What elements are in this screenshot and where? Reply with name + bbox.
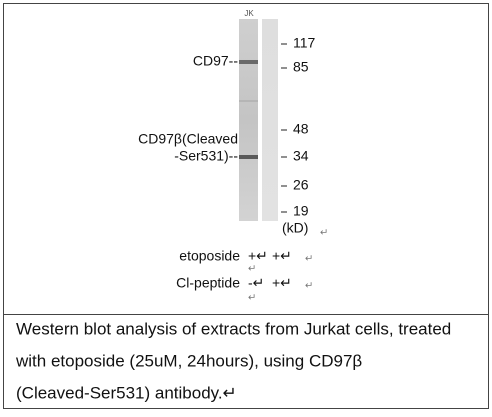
band (239, 100, 258, 102)
band (239, 60, 258, 64)
band-label: -Ser531)-- (174, 148, 238, 164)
band-label: CD97β(Cleaved (138, 131, 238, 147)
lane (239, 19, 258, 221)
marker-list: 117 85 48 34 26 19 (281, 35, 316, 219)
marker-label: 85 (293, 59, 309, 75)
caption-line: with etoposide (25uM, 24hours), using CD… (15, 351, 362, 370)
marker-label: 48 (293, 121, 309, 137)
treatment-label: Cl-peptide (176, 275, 240, 291)
lane (262, 19, 278, 221)
treatment-cell: -↵ (248, 275, 264, 291)
treatment-cell: +↵ (272, 248, 292, 264)
return-mark: ↵ (248, 293, 256, 304)
treatment-cell: +↵ (272, 275, 292, 291)
return-mark: ↵ (320, 228, 328, 239)
caption-line: (Cleaved-Ser531) antibody.↵ (16, 383, 237, 402)
band-label: CD97-- (193, 53, 238, 69)
return-mark: ↵ (305, 281, 313, 292)
frame (3, 3, 489, 409)
lane-label: JK (244, 9, 254, 18)
return-mark: ↵ (248, 264, 256, 275)
marker-label: 19 (293, 203, 309, 219)
marker-label: 34 (293, 148, 309, 164)
treatment-label: etoposide (179, 248, 240, 264)
unit-label: (kD) (282, 220, 308, 236)
treatment-cell: +↵ (248, 248, 268, 264)
return-mark: ↵ (305, 254, 313, 265)
marker-label: 117 (293, 35, 316, 51)
band (239, 155, 258, 159)
marker-label: 26 (293, 177, 309, 193)
caption-line: Western blot analysis of extracts from J… (16, 319, 451, 338)
